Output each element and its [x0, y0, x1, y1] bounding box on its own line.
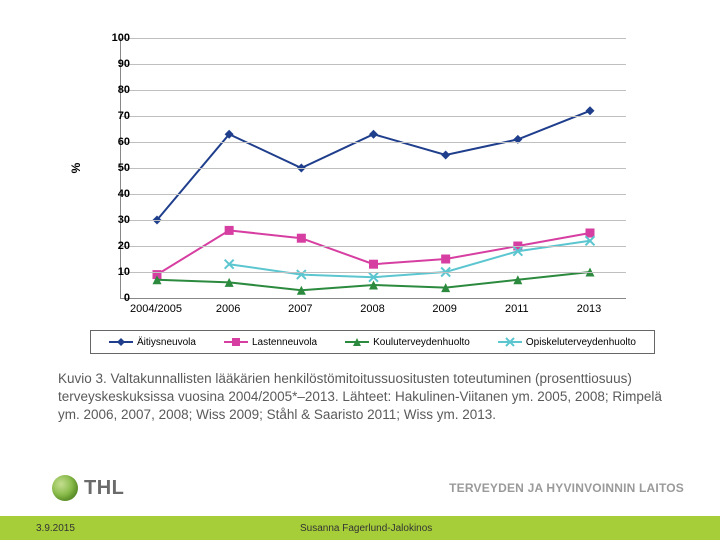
- data-marker: [441, 255, 450, 264]
- figure-caption: Kuvio 3. Valtakunnallisten lääkärien hen…: [58, 370, 668, 425]
- legend-item: Opiskeluterveydenhuolto: [498, 336, 636, 348]
- grid-line: [121, 116, 626, 117]
- footer-date: 3.9.2015: [36, 523, 75, 534]
- thl-sphere-icon: [52, 475, 78, 501]
- branding-row: THL TERVEYDEN JA HYVINVOINNIN LAITOS: [0, 468, 720, 508]
- thl-logo-text: THL: [84, 477, 124, 500]
- data-marker: [369, 130, 378, 139]
- grid-line: [121, 194, 626, 195]
- y-tick-label: 20: [96, 240, 130, 252]
- legend-item: Lastenneuvola: [224, 336, 317, 348]
- thl-logo: THL: [52, 475, 124, 501]
- legend-swatch: [498, 336, 522, 348]
- legend-label: Äitiysneuvola: [137, 337, 196, 348]
- legend-label: Opiskeluterveydenhuolto: [526, 337, 636, 348]
- footer-author: Susanna Fagerlund-Jalokinos: [300, 523, 432, 534]
- x-tick-label: 2009: [412, 303, 477, 315]
- plot-area: [120, 38, 626, 299]
- data-marker: [586, 229, 595, 238]
- y-tick-label: 100: [96, 32, 130, 44]
- grid-line: [121, 90, 626, 91]
- legend-label: Lastenneuvola: [252, 337, 317, 348]
- y-tick-label: 40: [96, 188, 130, 200]
- x-tick-label: 2013: [557, 303, 622, 315]
- y-axis-label: %: [69, 163, 83, 174]
- legend: Äitiysneuvola Lastenneuvola Kouluterveyden…: [90, 330, 655, 354]
- y-tick-label: 70: [96, 110, 130, 122]
- data-marker: [225, 226, 234, 235]
- legend-swatch: [345, 336, 369, 348]
- grid-line: [121, 272, 626, 273]
- y-tick-label: 50: [96, 162, 130, 174]
- x-tick-label: 2008: [340, 303, 405, 315]
- x-tick-label: 2004/2005: [124, 303, 189, 315]
- legend-item: Äitiysneuvola: [109, 336, 196, 348]
- footer-bar: 3.9.2015 Susanna Fagerlund-Jalokinos: [0, 516, 720, 540]
- data-marker: [369, 260, 378, 269]
- data-marker: [441, 151, 450, 160]
- legend-swatch: [224, 336, 248, 348]
- data-marker: [297, 234, 306, 243]
- data-marker: [586, 106, 595, 115]
- y-tick-label: 80: [96, 84, 130, 96]
- x-tick-label: 2006: [196, 303, 261, 315]
- grid-line: [121, 220, 626, 221]
- grid-line: [121, 168, 626, 169]
- y-tick-label: 90: [96, 58, 130, 70]
- y-tick-label: 60: [96, 136, 130, 148]
- legend-label: Kouluterveydenhuolto: [373, 337, 470, 348]
- grid-line: [121, 64, 626, 65]
- x-tick-label: 2011: [484, 303, 549, 315]
- y-tick-label: 30: [96, 214, 130, 226]
- series-line: [157, 111, 590, 220]
- y-tick-label: 10: [96, 266, 130, 278]
- chart-area: % 01020304050607080901002004/20052006200…: [70, 28, 640, 338]
- grid-line: [121, 38, 626, 39]
- organisation-name: TERVEYDEN JA HYVINVOINNIN LAITOS: [449, 481, 684, 495]
- grid-line: [121, 246, 626, 247]
- slide: % 01020304050607080901002004/20052006200…: [0, 0, 720, 540]
- x-tick-label: 2007: [268, 303, 333, 315]
- grid-line: [121, 142, 626, 143]
- legend-swatch: [109, 336, 133, 348]
- legend-item: Kouluterveydenhuolto: [345, 336, 470, 348]
